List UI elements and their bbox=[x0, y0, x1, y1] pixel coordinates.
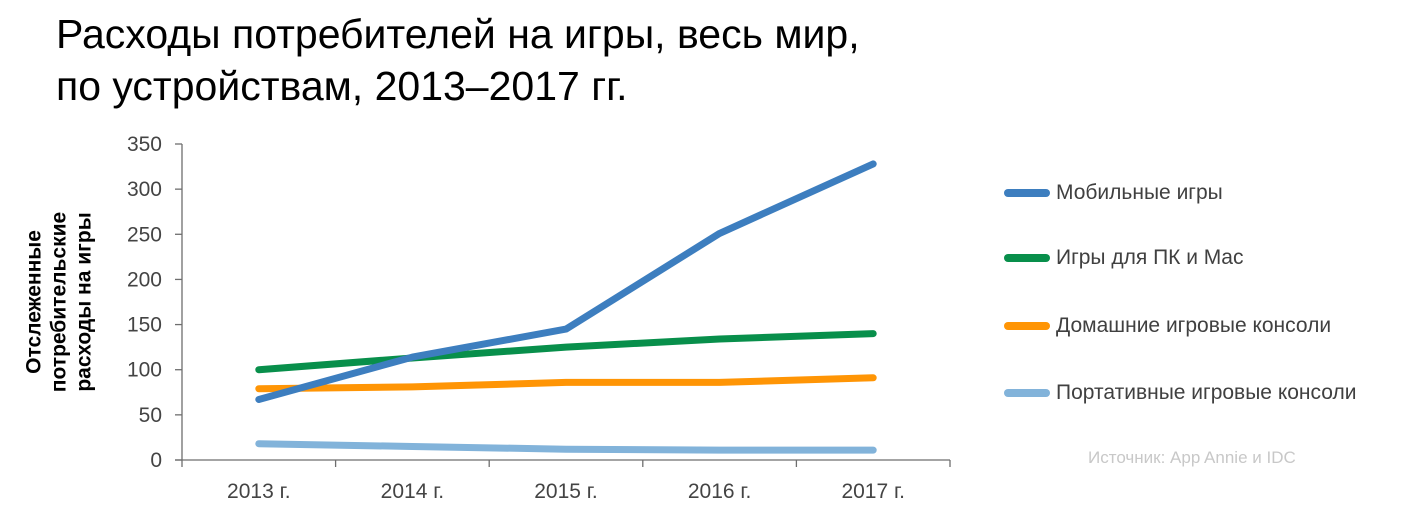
y-tick-label: 150 bbox=[127, 314, 162, 337]
chart-title-line-1: Расходы потребителей на игры, весь мир, bbox=[56, 11, 860, 57]
chart-series bbox=[255, 160, 877, 454]
legend-item-home-console: Домашние игровые консоли bbox=[1004, 306, 1414, 346]
x-tick-label: 2013 г. bbox=[227, 480, 290, 503]
series-line-2 bbox=[255, 330, 877, 374]
source-note: Источник: App Annie и IDC bbox=[1088, 448, 1296, 467]
y-tick-label: 350 bbox=[127, 133, 162, 156]
y-tick-label: 200 bbox=[127, 268, 162, 291]
y-tick-label: 250 bbox=[127, 223, 162, 246]
legend-swatch-pc bbox=[1004, 254, 1050, 262]
legend-label-mobile: Мобильные игры bbox=[1056, 181, 1223, 204]
y-tick-label: 300 bbox=[127, 178, 162, 201]
chart-title: Расходы потребителей на игры, весь мир, … bbox=[56, 8, 1056, 112]
x-tick-label: 2017 г. bbox=[841, 480, 904, 503]
y-tick-label: 100 bbox=[127, 359, 162, 382]
chart-axes bbox=[175, 144, 950, 461]
legend-label-home-console: Домашние игровые консоли bbox=[1056, 314, 1332, 337]
y-axis-ticks: 0 50 100 150 200 250 300 350 bbox=[127, 133, 182, 472]
x-tick-label: 2015 г. bbox=[534, 480, 597, 503]
y-tick-label: 0 bbox=[150, 449, 162, 472]
legend-swatch-mobile bbox=[1004, 189, 1050, 197]
chart-title-line-2: по устройствам, 2013–2017 гг. bbox=[56, 63, 628, 109]
legend-label-handheld: Портативные игровые консоли bbox=[1056, 381, 1357, 404]
x-tick-label: 2016 г. bbox=[688, 480, 751, 503]
y-tick-label: 50 bbox=[139, 404, 162, 427]
legend-label-pc: Игры для ПК и Mac bbox=[1056, 246, 1244, 269]
legend-swatch-handheld bbox=[1004, 389, 1050, 397]
series-line-3 bbox=[255, 374, 877, 393]
legend-swatch-home-console bbox=[1004, 322, 1050, 330]
legend-item-pc: Игры для ПК и Mac bbox=[1004, 238, 1414, 278]
legend-item-handheld: Портативные игровые консоли bbox=[1004, 373, 1414, 413]
legend-item-mobile: Мобильные игры bbox=[1004, 173, 1414, 213]
x-tick-label: 2014 г. bbox=[381, 480, 444, 503]
x-axis-tick-labels: 2013 г. 2014 г. 2015 г. 2016 г. 2017 г. bbox=[181, 460, 951, 503]
